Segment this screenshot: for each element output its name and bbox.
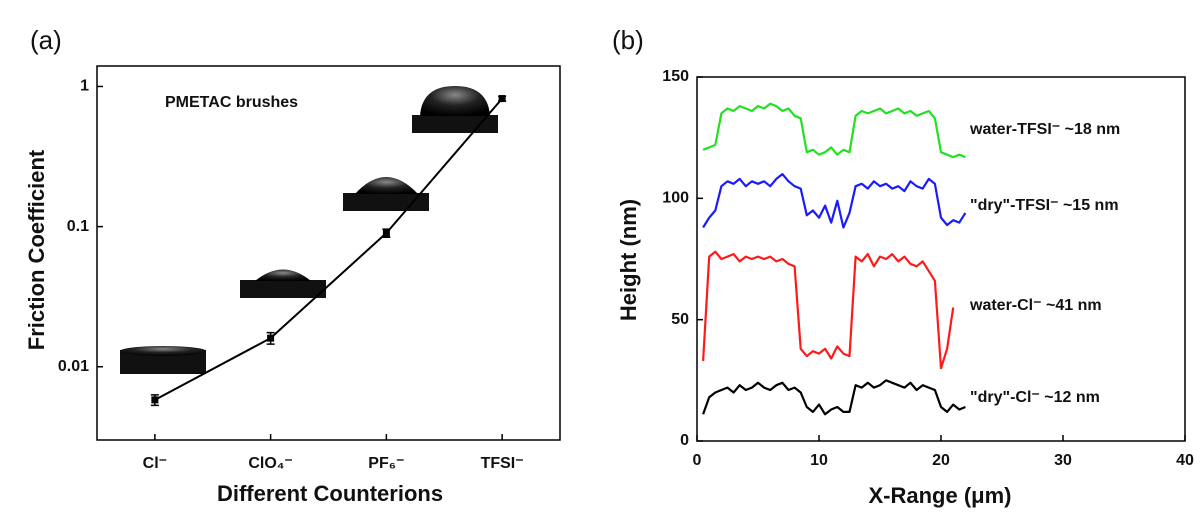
x-tick-label: 40 [1176,452,1194,469]
plot-frame [96,65,561,441]
x-tick-label: 20 [932,452,950,469]
substrate [240,280,326,298]
y-tick-label: 0.1 [67,218,89,235]
droplet [255,269,311,281]
data-line [702,173,967,229]
x-axis-label: X-Range (μm) [868,483,1011,508]
y-tick-label: 100 [662,190,689,207]
series-label: "dry"-TFSI⁻ ~15 nm [970,197,1119,214]
y-tick-label: 150 [662,68,689,85]
panel-label: (a) [30,25,62,55]
y-axis-label: Height (nm) [616,199,641,321]
y-tick-label: 0.01 [58,358,89,375]
droplet-icons [120,86,498,374]
panel-label: (b) [612,25,644,55]
y-axis-label: Friction Coefficient [24,149,49,350]
droplet [355,177,418,194]
data-line [702,379,966,416]
y-tick-label: 0 [680,432,689,449]
x-tick-label: TFSI⁻ [481,455,524,472]
data-point [382,229,390,237]
x-axis-label: Different Counterions [217,481,443,506]
series-label: water-Cl⁻ ~41 nm [969,297,1102,314]
x-tick-label: 30 [1054,452,1072,469]
droplet [120,346,206,356]
x-tick-label: ClO₄⁻ [248,455,293,472]
data-line [702,102,966,159]
series-label: "dry"-Cl⁻ ~12 nm [970,389,1100,406]
data-line [154,97,503,401]
series-label: water-TFSI⁻ ~18 nm [969,121,1120,138]
x-tick-label: 10 [810,452,828,469]
x-tick-label: 0 [693,452,702,469]
annotation: PMETAC brushes [165,94,298,111]
plot-frame [696,76,1186,442]
data-point [151,396,159,404]
x-tick-label: Cl⁻ [143,455,167,472]
x-tick-label: PF₆⁻ [368,455,404,472]
droplet [420,86,490,116]
y-tick-label: 50 [671,311,689,328]
data-line [702,250,955,370]
data-point [267,334,275,342]
substrate [343,193,429,211]
data-point [498,95,506,103]
y-tick-label: 1 [80,78,89,95]
